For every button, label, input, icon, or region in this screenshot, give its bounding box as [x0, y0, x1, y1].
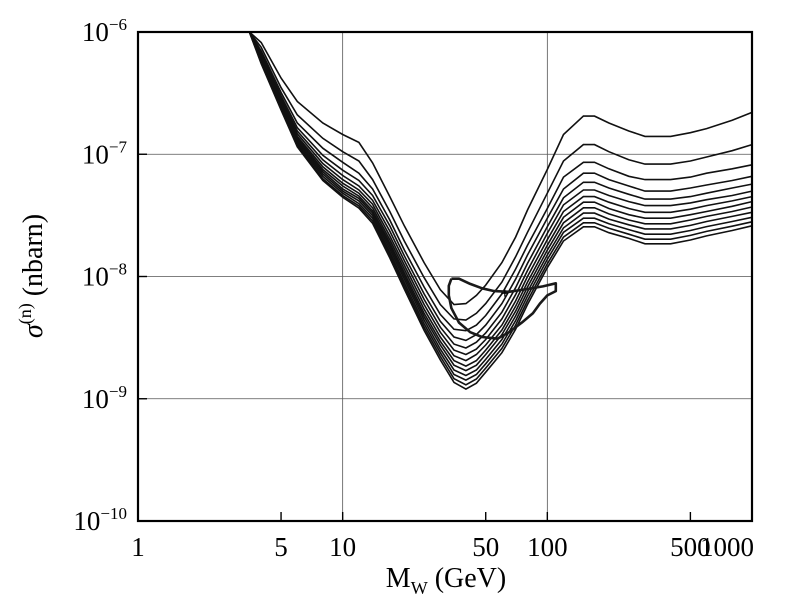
x-axis-label-base: M — [386, 563, 411, 594]
series-group — [248, 31, 753, 391]
x-tick-label-50: 50 — [472, 532, 499, 562]
curve-1 — [248, 31, 753, 306]
best-fit-marker — [501, 289, 509, 297]
curve-12 — [248, 31, 753, 386]
curve-4 — [248, 31, 753, 342]
curve-2 — [248, 31, 753, 321]
x-tick-label-1: 1 — [131, 532, 145, 562]
contour-group — [447, 277, 558, 341]
y-axis-label-unit: (nbarn) — [18, 214, 49, 303]
x-tick-label-500: 500 — [670, 532, 711, 562]
tick-marks — [137, 31, 753, 522]
curve-10 — [248, 31, 753, 377]
x-axis-label: MW (GeV) — [386, 563, 506, 598]
curve-5 — [248, 31, 753, 349]
y-axis-label: σ(n) (nbarn) — [15, 214, 49, 338]
y-axis-label-sup: (n) — [15, 303, 36, 324]
x-axis-label-unit: (GeV) — [428, 563, 507, 594]
grid — [138, 32, 752, 521]
y-axis-label-base: σ — [18, 323, 49, 338]
y-tick-label-1e-9: 10−9 — [82, 382, 127, 414]
y-tick-label-1e-10: 10−10 — [73, 504, 127, 536]
curve-6 — [248, 31, 753, 356]
y-tick-label-1e-8: 10−8 — [82, 260, 127, 292]
curve-13 — [248, 31, 753, 391]
x-tick-label-10: 10 — [329, 532, 356, 562]
x-axis-label-sub: W — [411, 578, 428, 598]
x-tick-label-100: 100 — [527, 532, 568, 562]
x-tick-label-1000: 1000 — [700, 532, 754, 562]
curve-11 — [248, 31, 753, 381]
y-tick-label-1e-6: 10−6 — [82, 15, 127, 47]
curve-3 — [248, 31, 753, 332]
curve-9 — [248, 31, 753, 372]
curve-8 — [248, 31, 753, 367]
x-tick-label-5: 5 — [274, 532, 288, 562]
y-tick-labels: 10−10 10−9 10−8 10−7 10−6 — [73, 15, 127, 536]
y-tick-label-1e-7: 10−7 — [82, 137, 128, 169]
allowed-region — [447, 277, 558, 341]
curve-7 — [248, 31, 753, 362]
